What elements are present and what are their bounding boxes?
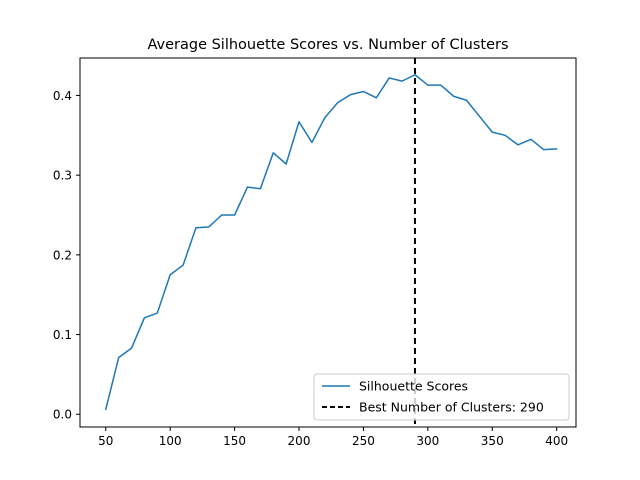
x-tick-label: 200 (288, 434, 311, 448)
plot-area (105, 58, 558, 427)
y-tick-label: 0.3 (53, 169, 72, 183)
y-tick-label: 0.2 (53, 248, 72, 262)
x-tick-label: 350 (481, 434, 504, 448)
y-tick-label: 0.4 (53, 89, 72, 103)
y-axis: 0.0 0.1 0.2 0.3 0.4 (53, 89, 80, 422)
legend-box (313, 373, 570, 421)
x-tick-label: 250 (352, 434, 375, 448)
y-tick-label: 0.0 (53, 408, 72, 422)
x-tick-label: 100 (159, 434, 182, 448)
series-line-silhouette-scores (105, 73, 558, 411)
x-tick-label: 300 (416, 434, 439, 448)
legend-label-silhouette: Silhouette Scores (359, 379, 468, 394)
x-tick-label: 50 (98, 434, 113, 448)
legend-label-best-clusters: Best Number of Clusters: 290 (359, 400, 544, 415)
x-axis: 50 100 150 200 250 300 350 400 (98, 427, 568, 448)
chart-title: Average Silhouette Scores vs. Number of … (147, 37, 508, 53)
axes-frame (79, 57, 577, 428)
x-tick-label: 150 (223, 434, 246, 448)
legend: Silhouette Scores Best Number of Cluster… (313, 373, 570, 421)
y-tick-label: 0.1 (53, 328, 72, 342)
x-tick-label: 400 (545, 434, 568, 448)
